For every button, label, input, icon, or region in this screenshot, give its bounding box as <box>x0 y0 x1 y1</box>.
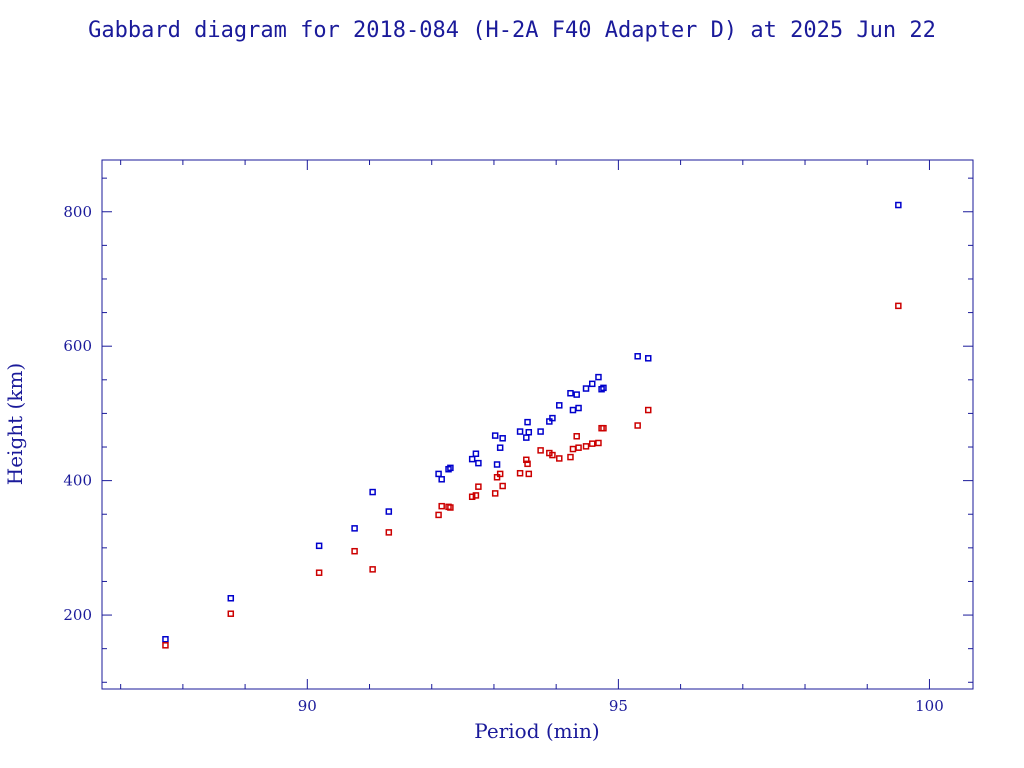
apogee-point <box>525 428 533 436</box>
y-tick-label: 600 <box>63 337 92 355</box>
perigee-point <box>567 453 574 461</box>
perigee-point <box>524 460 531 468</box>
perigee-point <box>523 456 530 464</box>
apogee-point <box>472 450 480 457</box>
apogee-point <box>582 385 590 392</box>
perigee-point <box>549 451 556 459</box>
apogee-point <box>468 455 476 463</box>
apogee-point <box>588 380 596 388</box>
y-tick-label: 200 <box>63 606 92 624</box>
apogee-point <box>595 373 602 381</box>
y-axis-label: Height (km) <box>3 363 27 485</box>
perigee-point <box>582 443 590 450</box>
perigee-point <box>435 511 442 519</box>
y-tick-label: 800 <box>63 203 92 221</box>
x-axis-label: Period (min) <box>474 719 599 743</box>
plot-frame <box>101 159 974 690</box>
perigee-point <box>644 406 652 414</box>
apogee-point <box>162 636 169 643</box>
perigee-point <box>588 440 596 447</box>
perigee-point <box>634 422 641 429</box>
apogee-point <box>549 414 556 422</box>
perigee-point <box>516 469 524 477</box>
perigee-point <box>537 447 544 454</box>
apogee-point <box>351 525 358 532</box>
perigee-point <box>496 470 504 478</box>
apogee-point <box>569 406 577 414</box>
perigee-point <box>895 302 902 310</box>
apogee-point <box>385 508 393 515</box>
perigee-point <box>556 455 563 462</box>
chart-title: Gabbard diagram for 2018-084 (H-2A F40 A… <box>88 18 936 43</box>
apogee-point <box>369 488 376 496</box>
perigee-point <box>573 433 580 440</box>
apogee-point <box>499 435 506 442</box>
apogee-point <box>537 428 544 435</box>
apogee-point <box>644 355 652 362</box>
perigee-point <box>600 424 607 432</box>
perigee-point <box>569 445 577 453</box>
perigee-point <box>351 547 358 555</box>
perigee-point <box>525 470 533 478</box>
apogee-point <box>524 418 531 426</box>
perigee-point <box>385 529 393 536</box>
perigee-point <box>491 490 499 497</box>
data-points <box>162 201 902 649</box>
perigee-point <box>227 610 235 617</box>
apogee-point <box>573 391 580 398</box>
apogee-point <box>516 428 524 435</box>
tick-labels: 90 95 100 200 400 600 800 <box>63 203 943 715</box>
perigee-point <box>438 502 445 510</box>
apogee-point <box>600 384 607 392</box>
apogee-point <box>447 464 454 472</box>
apogee-point <box>475 459 482 467</box>
apogee-point <box>556 402 563 409</box>
perigee-point <box>468 493 476 501</box>
x-tick-label: 90 <box>298 697 317 715</box>
apogee-point <box>227 595 235 602</box>
apogee-point <box>496 444 504 451</box>
apogee-point <box>567 389 574 397</box>
apogee-point <box>315 542 323 550</box>
perigee-point <box>315 569 323 576</box>
perigee-point <box>475 483 482 490</box>
apogee-point <box>634 353 641 360</box>
perigee-point <box>499 482 506 490</box>
apogee-point <box>435 470 442 478</box>
apogee-point <box>438 476 445 483</box>
x-tick-label: 100 <box>915 697 944 715</box>
apogee-point <box>895 201 902 209</box>
perigee-point <box>447 504 454 511</box>
y-tick-label: 400 <box>63 472 92 490</box>
x-tick-label: 95 <box>609 697 628 715</box>
perigee-point <box>595 439 602 447</box>
perigee-point <box>162 642 169 649</box>
apogee-point <box>523 434 530 441</box>
apogee-point <box>575 404 582 412</box>
axis-ticks <box>102 160 973 689</box>
perigee-point <box>369 566 376 573</box>
apogee-point <box>491 432 499 439</box>
apogee-point <box>493 461 501 468</box>
perigee-point <box>575 444 582 451</box>
perigee-point <box>472 492 480 499</box>
